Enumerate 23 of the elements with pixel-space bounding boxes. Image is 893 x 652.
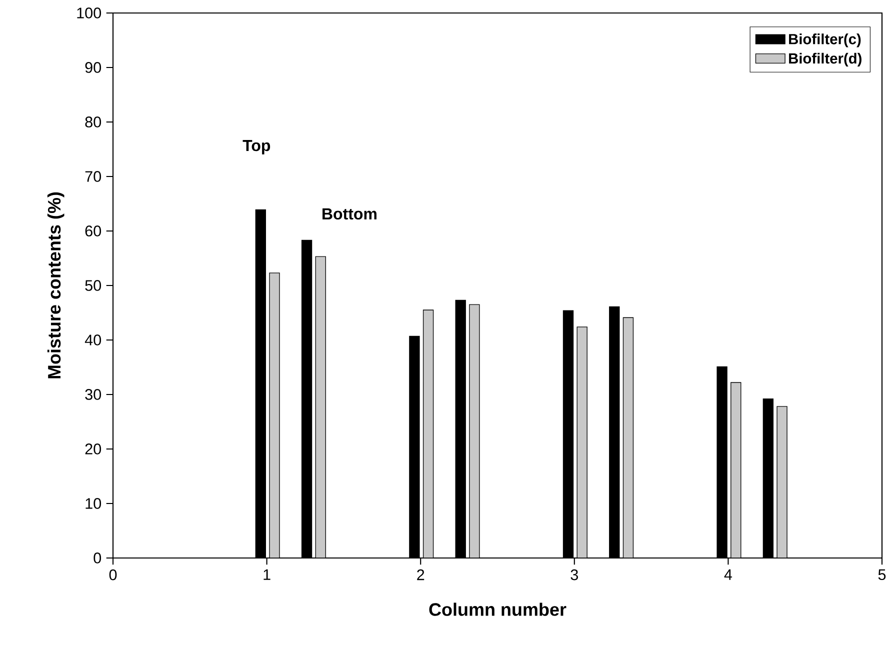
legend-label: Biofilter(d) bbox=[789, 52, 862, 66]
y-tick-label: 40 bbox=[84, 334, 102, 346]
x-tick-label: 0 bbox=[109, 569, 117, 580]
y-tick-label: 90 bbox=[85, 62, 102, 73]
y-tick-label: 30 bbox=[85, 389, 102, 400]
x-tick-label: 2 bbox=[417, 569, 424, 580]
y-axis-title: Moisture contents (%) bbox=[47, 192, 64, 378]
legend-label: Biofilter(c) bbox=[789, 34, 861, 48]
y-tick-label: 0 bbox=[94, 552, 102, 564]
x-tick-label: 1 bbox=[264, 569, 270, 580]
annotation: Top bbox=[242, 140, 270, 154]
y-tick-label: 60 bbox=[85, 226, 102, 236]
y-tick-label: 80 bbox=[85, 116, 102, 128]
annotation: Bottom bbox=[322, 208, 376, 220]
x-tick-label: 4 bbox=[724, 569, 732, 580]
y-tick-label: 70 bbox=[85, 171, 102, 182]
x-tick-label: 5 bbox=[878, 569, 886, 580]
x-axis-title: Column number bbox=[429, 602, 566, 616]
y-tick-label: 100 bbox=[77, 8, 102, 18]
y-tick-label: 20 bbox=[85, 444, 102, 454]
y-tick-label: 10 bbox=[86, 498, 102, 509]
x-tick-label: 3 bbox=[570, 569, 578, 580]
y-tick-label: 50 bbox=[85, 280, 102, 291]
